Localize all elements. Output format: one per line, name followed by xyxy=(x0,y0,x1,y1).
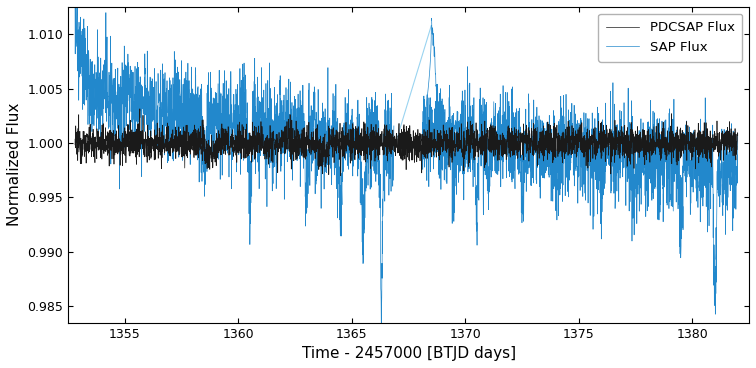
SAP Flux xyxy=(94,89,104,93)
PDCSAP Flux xyxy=(733,133,742,138)
PDCSAP Flux xyxy=(386,133,395,138)
SAP Flux xyxy=(120,104,129,109)
Legend: PDCSAP Flux, SAP Flux: PDCSAP Flux, SAP Flux xyxy=(598,14,742,62)
PDCSAP Flux xyxy=(349,135,358,140)
PDCSAP Flux xyxy=(713,140,722,144)
Y-axis label: Normalized Flux: Normalized Flux xyxy=(7,103,22,226)
PDCSAP Flux xyxy=(336,173,345,178)
Line: SAP Flux: SAP Flux xyxy=(75,1,394,368)
SAP Flux xyxy=(377,365,386,368)
SAP Flux xyxy=(389,124,398,128)
SAP Flux xyxy=(125,85,135,89)
PDCSAP Flux xyxy=(680,142,689,146)
X-axis label: Time - 2457000 [BTJD days]: Time - 2457000 [BTJD days] xyxy=(302,346,516,361)
PDCSAP Flux xyxy=(135,107,144,111)
SAP Flux xyxy=(70,0,79,3)
SAP Flux xyxy=(304,152,313,156)
SAP Flux xyxy=(99,88,108,93)
PDCSAP Flux xyxy=(70,142,79,147)
Line: PDCSAP Flux: PDCSAP Flux xyxy=(75,109,738,176)
PDCSAP Flux xyxy=(355,145,364,150)
PDCSAP Flux xyxy=(552,134,561,138)
SAP Flux xyxy=(306,153,315,157)
